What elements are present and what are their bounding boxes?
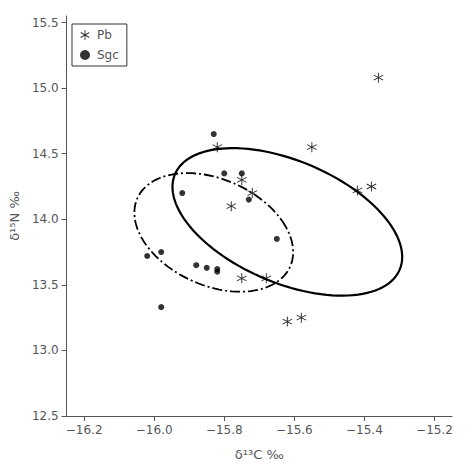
svg-text:δ¹³C ‰: δ¹³C ‰ — [235, 447, 284, 462]
svg-text:δ¹⁵N ‰: δ¹⁵N ‰ — [7, 191, 22, 241]
svg-text:Sgc: Sgc — [97, 48, 119, 62]
svg-text:12.5: 12.5 — [32, 409, 59, 423]
svg-text:14.0: 14.0 — [32, 212, 59, 226]
svg-text:Pb: Pb — [97, 28, 112, 42]
svg-text:13.5: 13.5 — [32, 278, 59, 292]
svg-text:15.0: 15.0 — [32, 81, 59, 95]
svg-text:13.0: 13.0 — [32, 343, 59, 357]
svg-text:−16.2: −16.2 — [66, 423, 103, 437]
svg-text:15.5: 15.5 — [32, 16, 59, 30]
svg-text:−15.4: −15.4 — [346, 423, 383, 437]
svg-text:−15.6: −15.6 — [276, 423, 313, 437]
svg-text:−15.2: −15.2 — [416, 423, 453, 437]
svg-text:14.5: 14.5 — [32, 147, 59, 161]
svg-text:−16.0: −16.0 — [136, 423, 173, 437]
svg-text:−15.8: −15.8 — [206, 423, 243, 437]
